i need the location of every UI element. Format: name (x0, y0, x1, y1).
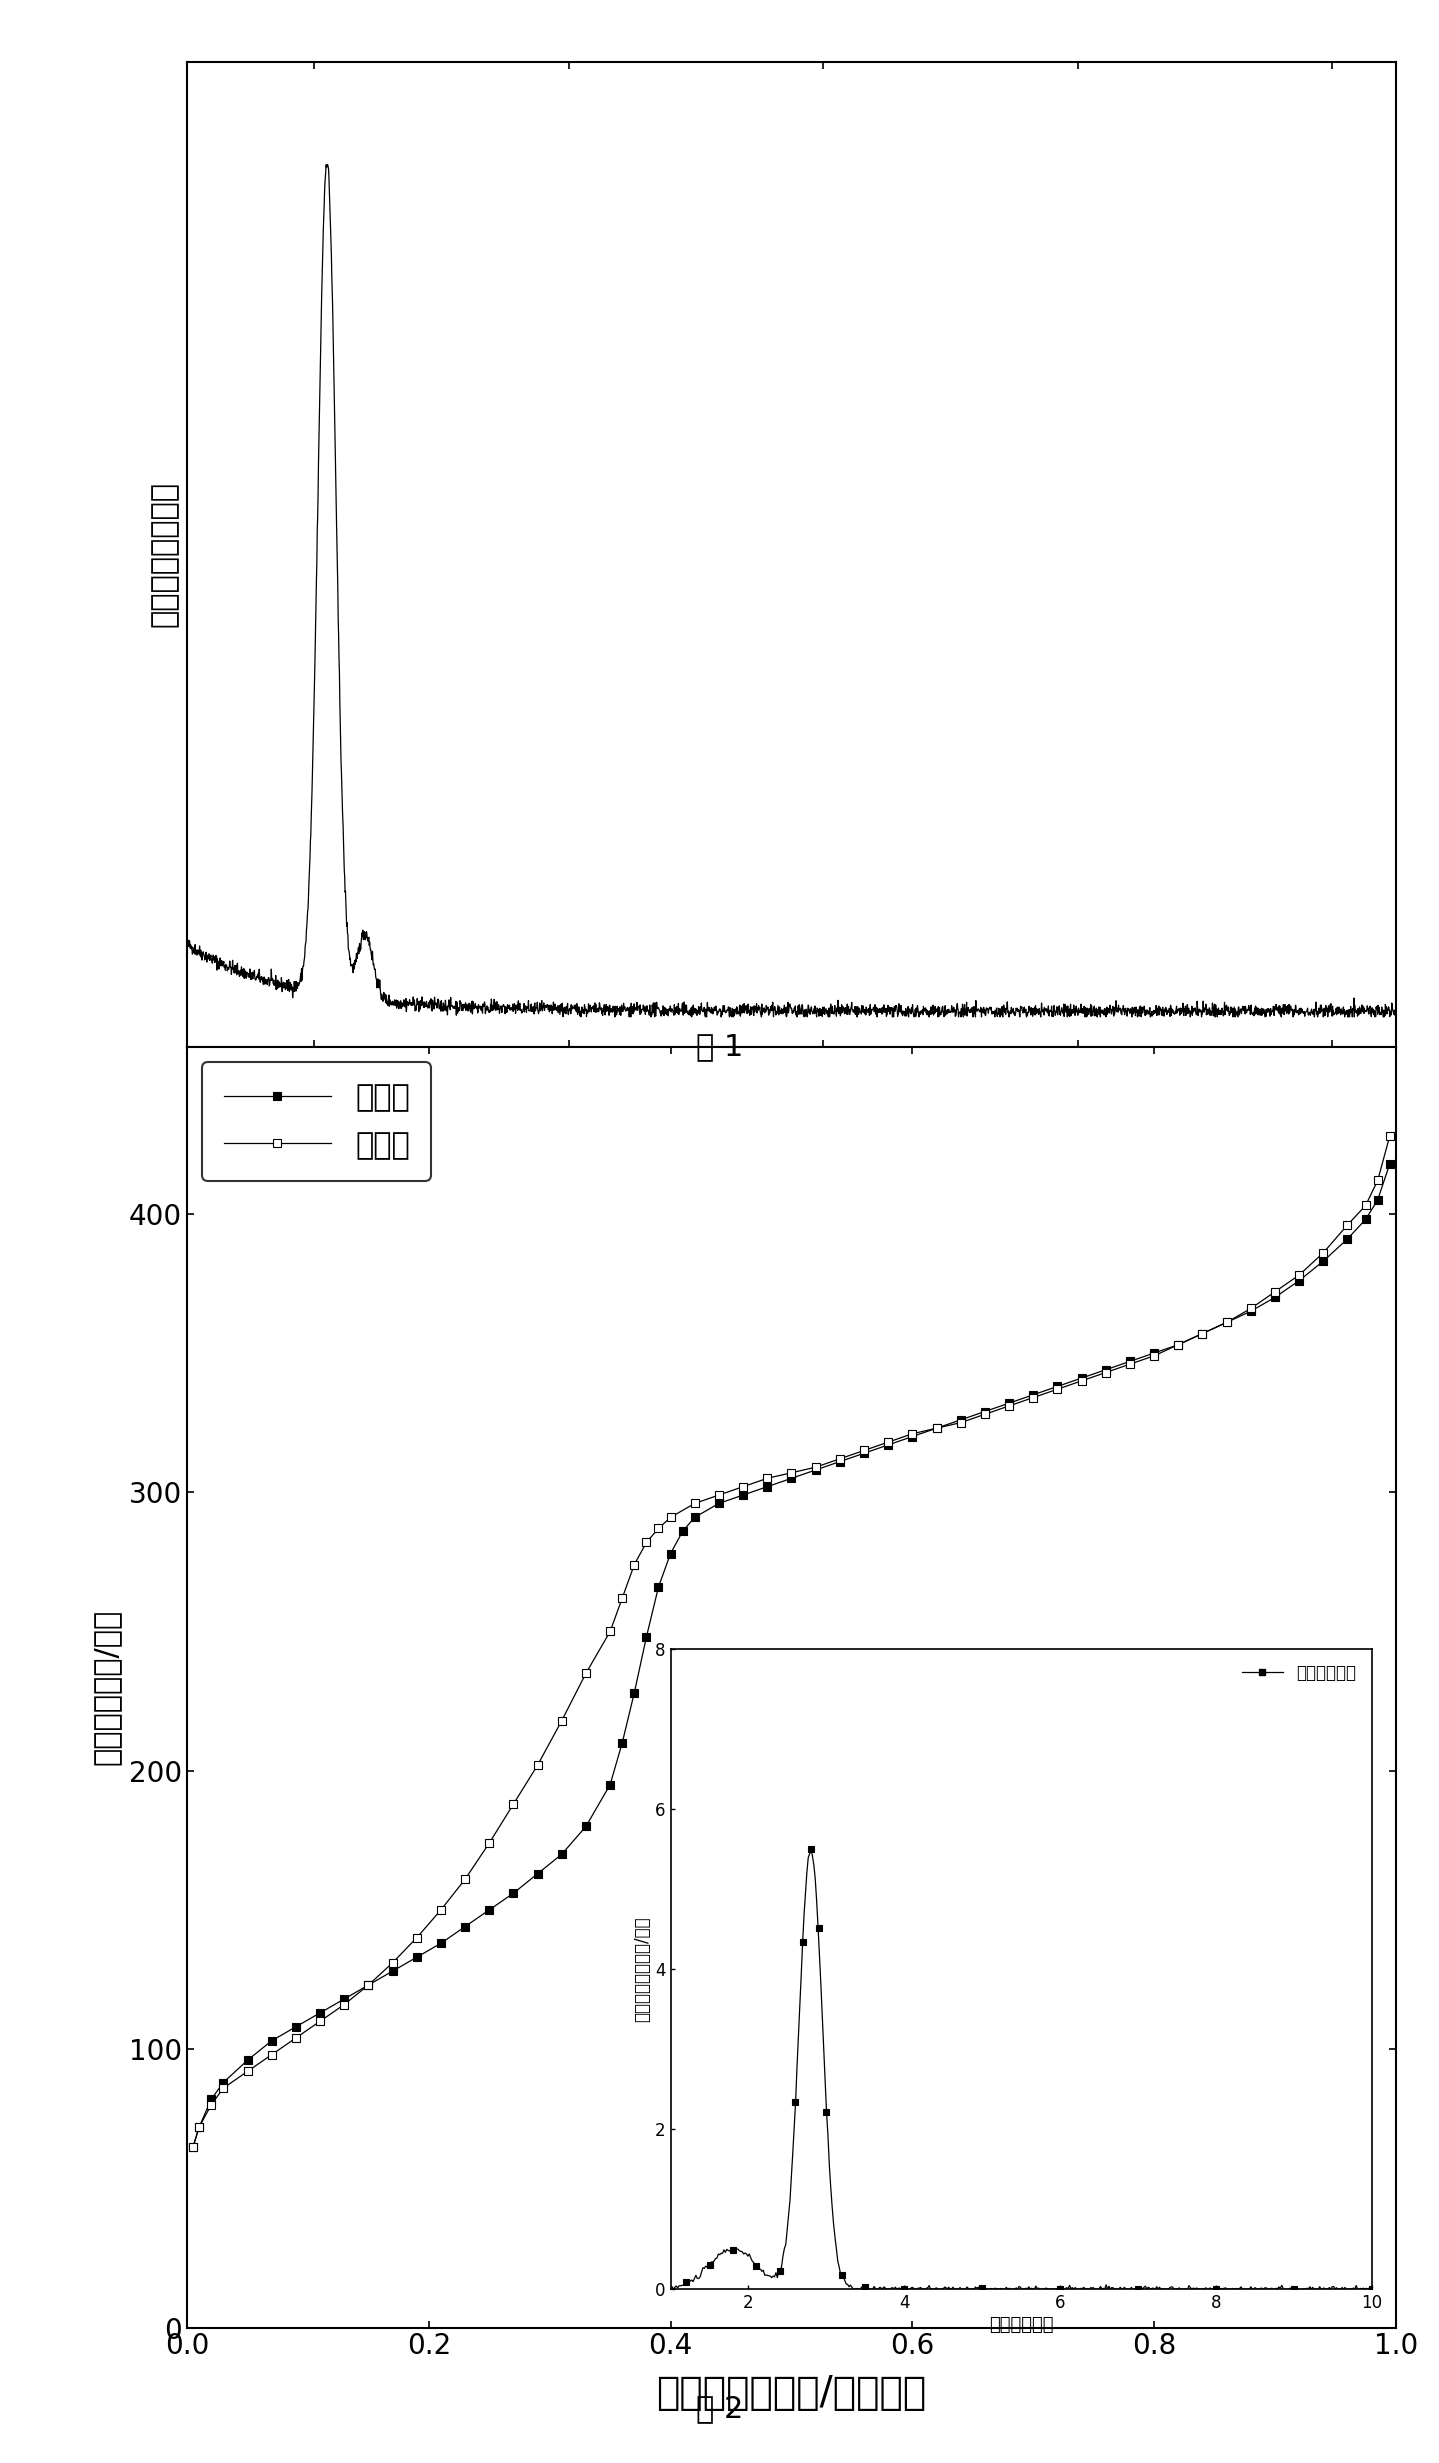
脱附支 (1368, 1165, 1386, 1195)
Line: 吸附支: 吸附支 (189, 1160, 1394, 2150)
X-axis label: 相对压力（分压/大气压）: 相对压力（分压/大气压） (656, 2374, 927, 2411)
脱附支 (626, 1549, 643, 1579)
X-axis label: 2θ（度）: 2θ（度） (745, 1165, 837, 1195)
脱附支 (184, 2133, 201, 2163)
脱附支 (1381, 1121, 1399, 1150)
吸附支 (976, 1397, 993, 1426)
脱附支 (928, 1414, 945, 1443)
Legend: 吸附支, 脱附支: 吸附支, 脱附支 (203, 1062, 432, 1182)
脱附支 (662, 1502, 679, 1532)
脱附支 (602, 1616, 619, 1645)
Y-axis label: 强度（任意单位）: 强度（任意单位） (150, 480, 178, 628)
吸附支 (662, 1539, 679, 1569)
吸附支 (203, 2084, 220, 2113)
脱附支 (456, 1864, 473, 1894)
吸附支 (214, 2069, 232, 2098)
吸附支 (505, 1879, 522, 1909)
Line: 脱附支: 脱附支 (189, 1131, 1394, 2150)
吸附支 (184, 2133, 201, 2163)
Text: 图 1: 图 1 (696, 1032, 743, 1062)
吸附支 (1381, 1148, 1399, 1177)
Text: 图 2: 图 2 (696, 2394, 743, 2424)
吸附支 (1000, 1389, 1017, 1419)
Y-axis label: 吸附量（毫升/克）: 吸附量（毫升/克） (92, 1608, 121, 1766)
